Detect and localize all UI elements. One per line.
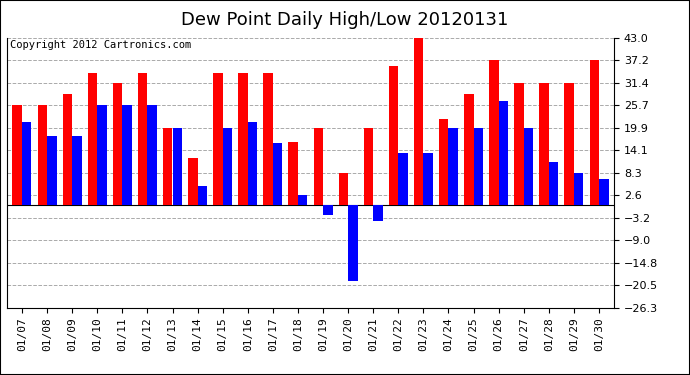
Bar — [273, 144, 282, 205]
Bar — [248, 122, 257, 205]
Bar — [574, 173, 584, 205]
Bar — [599, 178, 609, 205]
Bar — [464, 94, 473, 205]
Bar — [112, 83, 122, 205]
Bar — [364, 128, 373, 205]
Bar — [388, 66, 398, 205]
Bar — [564, 83, 574, 205]
Bar — [339, 173, 348, 205]
Bar — [348, 205, 357, 280]
Bar — [414, 31, 424, 205]
Bar — [72, 136, 81, 205]
Bar — [424, 153, 433, 205]
Text: Copyright 2012 Cartronics.com: Copyright 2012 Cartronics.com — [10, 40, 191, 50]
Bar — [47, 136, 57, 205]
Bar — [514, 83, 524, 205]
Bar — [223, 128, 233, 205]
Bar — [22, 122, 32, 205]
Bar — [138, 74, 148, 205]
Bar — [37, 105, 47, 205]
Bar — [313, 128, 323, 205]
Bar — [448, 128, 458, 205]
Bar — [589, 60, 599, 205]
Bar — [473, 128, 483, 205]
Bar — [172, 128, 182, 205]
Bar — [148, 105, 157, 205]
Bar — [298, 195, 308, 205]
Bar — [163, 128, 172, 205]
Bar — [540, 83, 549, 205]
Bar — [323, 205, 333, 215]
Bar — [188, 158, 197, 205]
Bar — [524, 128, 533, 205]
Bar — [97, 105, 107, 205]
Bar — [499, 101, 509, 205]
Bar — [264, 74, 273, 205]
Bar — [12, 105, 22, 205]
Bar — [398, 153, 408, 205]
Bar — [213, 74, 223, 205]
Bar — [439, 119, 449, 205]
Bar — [288, 141, 298, 205]
Bar — [549, 162, 558, 205]
Text: Dew Point Daily High/Low 20120131: Dew Point Daily High/Low 20120131 — [181, 11, 509, 29]
Bar — [63, 94, 72, 205]
Bar — [373, 205, 383, 220]
Bar — [122, 105, 132, 205]
Bar — [489, 60, 499, 205]
Bar — [238, 74, 248, 205]
Bar — [197, 186, 207, 205]
Bar — [88, 74, 97, 205]
